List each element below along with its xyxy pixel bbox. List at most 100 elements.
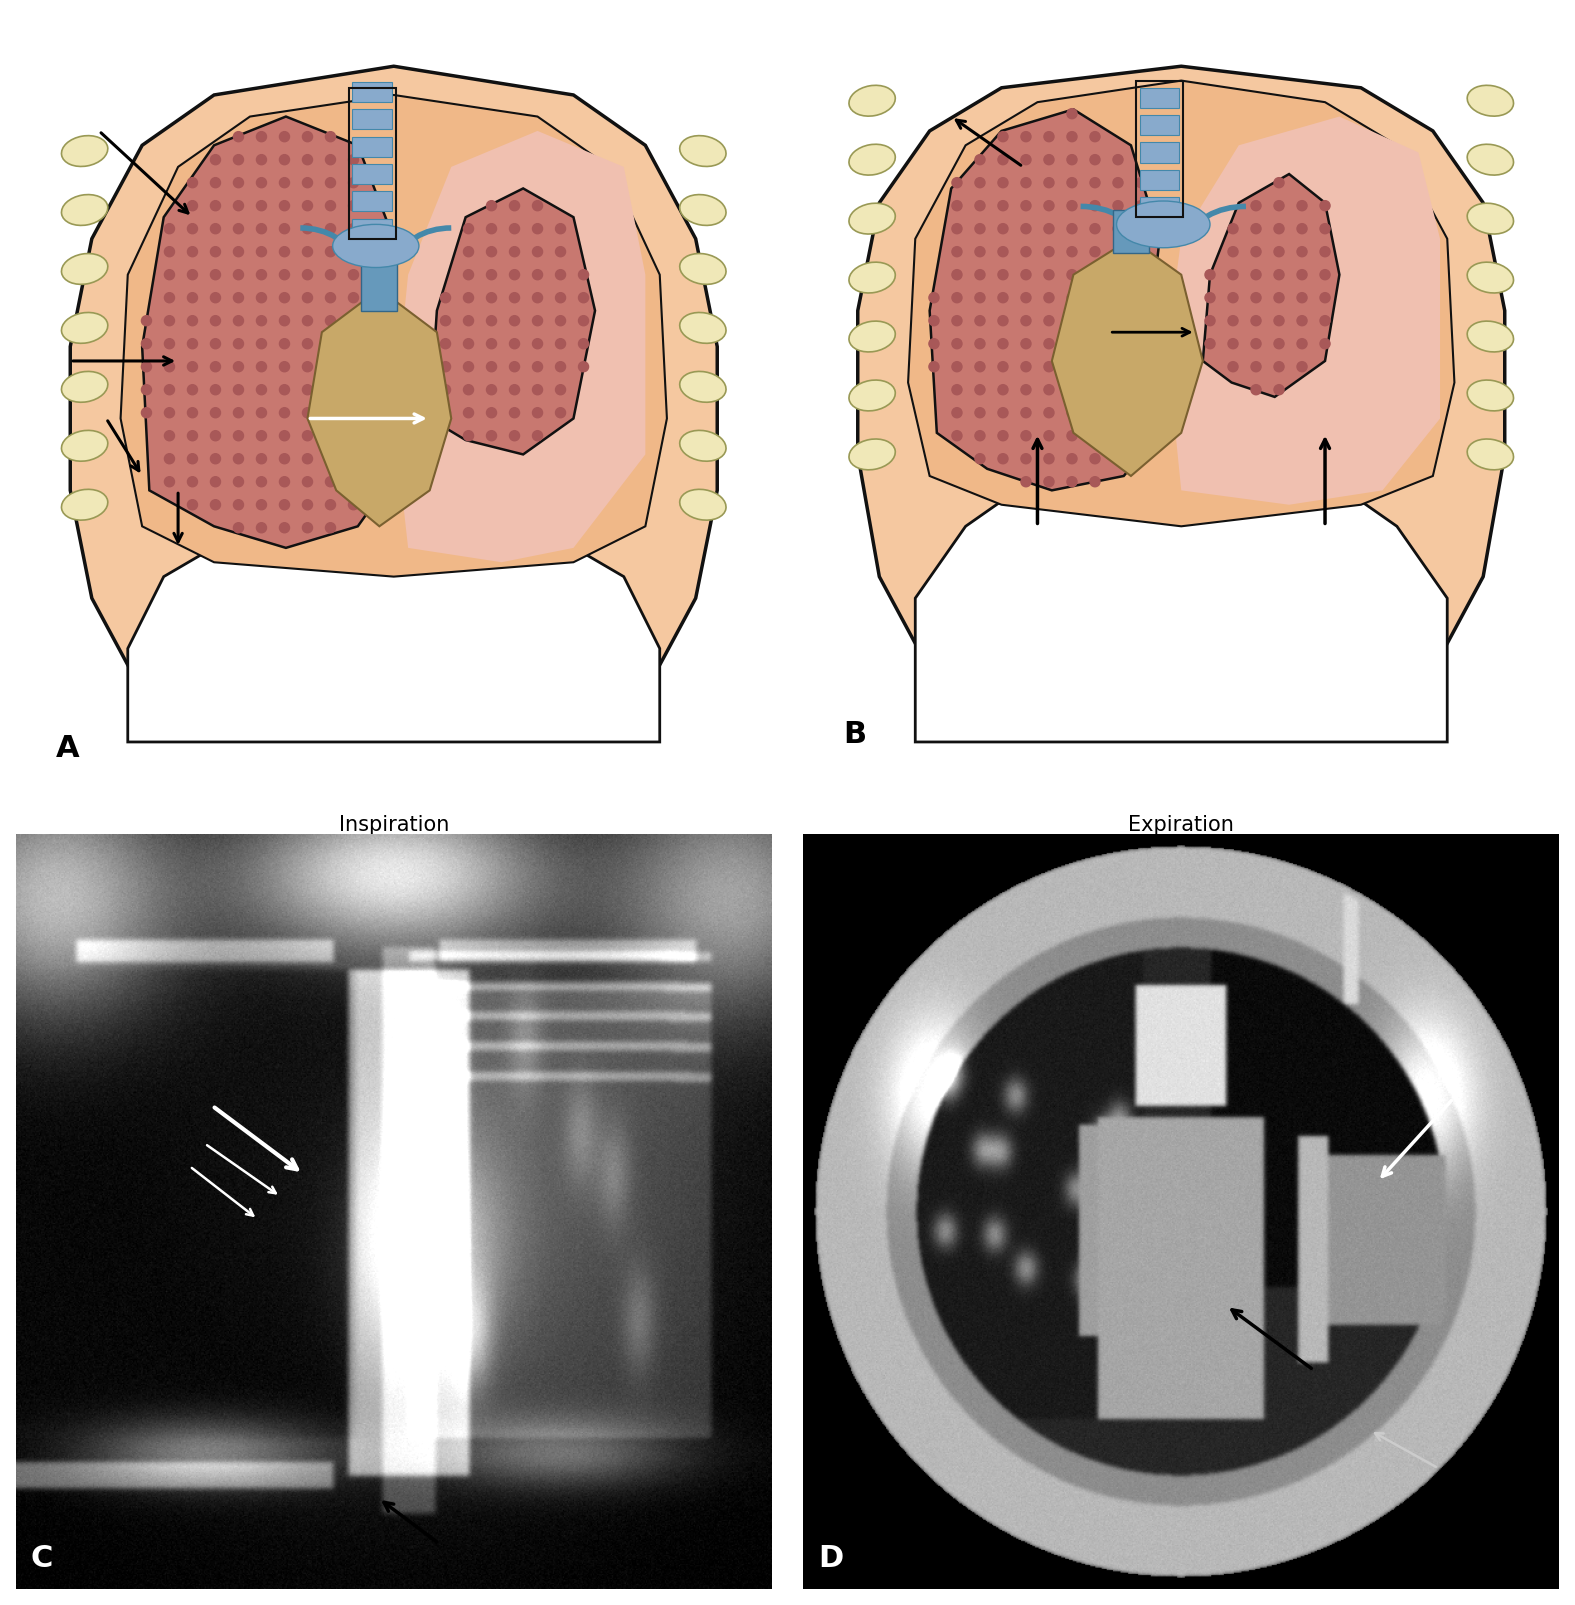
Circle shape	[302, 385, 312, 395]
Circle shape	[509, 202, 520, 212]
Ellipse shape	[1468, 323, 1514, 353]
Circle shape	[1320, 271, 1329, 281]
Circle shape	[578, 271, 589, 281]
Circle shape	[211, 385, 221, 395]
Circle shape	[1066, 408, 1077, 419]
Circle shape	[372, 477, 381, 488]
Circle shape	[187, 178, 197, 189]
Circle shape	[1251, 363, 1262, 372]
Circle shape	[302, 477, 312, 488]
Circle shape	[975, 156, 984, 165]
Circle shape	[233, 477, 244, 488]
Circle shape	[1296, 316, 1307, 326]
Bar	[353, 83, 392, 103]
Circle shape	[463, 294, 474, 303]
Circle shape	[1044, 133, 1054, 143]
Circle shape	[1136, 225, 1147, 234]
Circle shape	[1296, 225, 1307, 234]
Circle shape	[1044, 477, 1054, 488]
Ellipse shape	[61, 372, 107, 403]
Circle shape	[1320, 225, 1329, 234]
Ellipse shape	[680, 490, 726, 522]
Circle shape	[951, 271, 962, 281]
Circle shape	[348, 454, 359, 464]
Ellipse shape	[849, 144, 895, 177]
Circle shape	[187, 501, 197, 510]
Circle shape	[1136, 363, 1147, 372]
Circle shape	[1320, 247, 1329, 257]
Circle shape	[257, 408, 266, 419]
Circle shape	[1114, 156, 1123, 165]
Circle shape	[1021, 271, 1032, 281]
Circle shape	[211, 432, 221, 441]
Circle shape	[1090, 225, 1099, 234]
Circle shape	[1274, 363, 1284, 372]
Circle shape	[302, 178, 312, 189]
Circle shape	[1274, 271, 1284, 281]
Circle shape	[164, 294, 175, 303]
Ellipse shape	[849, 204, 895, 234]
Circle shape	[509, 363, 520, 372]
Circle shape	[257, 523, 266, 533]
Circle shape	[532, 294, 542, 303]
Circle shape	[187, 385, 197, 395]
Circle shape	[1044, 454, 1054, 464]
Circle shape	[1274, 385, 1284, 395]
Circle shape	[302, 340, 312, 350]
Circle shape	[929, 340, 939, 350]
Circle shape	[257, 271, 266, 281]
Circle shape	[279, 501, 290, 510]
Circle shape	[1044, 156, 1054, 165]
Circle shape	[326, 271, 335, 281]
Circle shape	[326, 501, 335, 510]
Circle shape	[1251, 385, 1262, 395]
Circle shape	[487, 432, 496, 441]
Circle shape	[556, 271, 565, 281]
Circle shape	[487, 271, 496, 281]
Circle shape	[302, 454, 312, 464]
Circle shape	[233, 523, 244, 533]
Circle shape	[487, 316, 496, 326]
Circle shape	[1228, 340, 1238, 350]
Circle shape	[326, 408, 335, 419]
Circle shape	[509, 408, 520, 419]
Circle shape	[1114, 178, 1123, 189]
Circle shape	[372, 202, 381, 212]
Circle shape	[951, 316, 962, 326]
Bar	[1114, 210, 1148, 254]
Circle shape	[463, 432, 474, 441]
Circle shape	[279, 340, 290, 350]
Circle shape	[372, 271, 381, 281]
Circle shape	[1296, 294, 1307, 303]
Circle shape	[999, 432, 1008, 441]
Circle shape	[951, 340, 962, 350]
Ellipse shape	[61, 196, 107, 226]
Circle shape	[532, 385, 542, 395]
Circle shape	[1066, 477, 1077, 488]
Circle shape	[929, 316, 939, 326]
Ellipse shape	[61, 254, 107, 286]
Circle shape	[532, 363, 542, 372]
Circle shape	[1114, 202, 1123, 212]
Polygon shape	[71, 67, 717, 692]
Circle shape	[556, 385, 565, 395]
Circle shape	[279, 225, 290, 234]
Ellipse shape	[849, 440, 895, 470]
Circle shape	[509, 432, 520, 441]
Circle shape	[1021, 340, 1032, 350]
Circle shape	[372, 340, 381, 350]
Circle shape	[142, 340, 151, 350]
Circle shape	[1044, 363, 1054, 372]
Circle shape	[164, 247, 175, 257]
Circle shape	[1090, 271, 1099, 281]
Circle shape	[1090, 477, 1099, 488]
Circle shape	[211, 247, 221, 257]
Circle shape	[487, 202, 496, 212]
Bar	[353, 165, 392, 185]
Polygon shape	[128, 506, 660, 743]
Circle shape	[1066, 156, 1077, 165]
Circle shape	[233, 385, 244, 395]
Circle shape	[372, 316, 381, 326]
Circle shape	[233, 294, 244, 303]
Circle shape	[1274, 294, 1284, 303]
